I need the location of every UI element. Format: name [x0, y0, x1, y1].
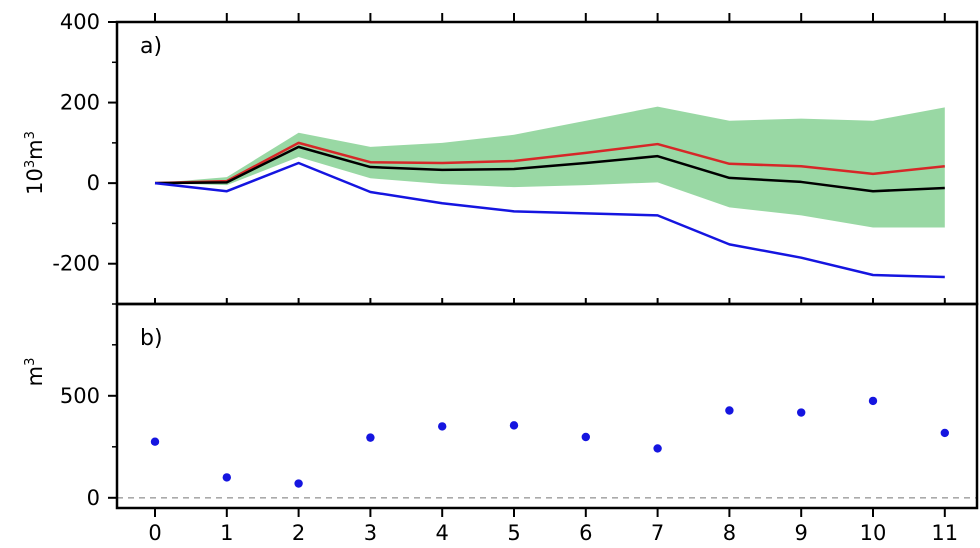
scatter-point — [438, 422, 447, 431]
series-line-1 — [154, 145, 945, 193]
scatter-point — [581, 432, 590, 442]
scatter-point — [294, 479, 303, 488]
xtick-label: 10 — [860, 521, 887, 545]
b-ytick-label: 0 — [87, 486, 100, 510]
scatter-point — [653, 444, 662, 453]
scatter-point — [509, 421, 519, 430]
x-axis: 0 1 2 3 4 5 6 7 8 9 10 11 — [148, 508, 958, 545]
series-line-0 — [154, 141, 945, 185]
panel-b: 500 0 b) m3 — [23, 298, 979, 510]
xtick-label: 4 — [436, 521, 449, 545]
xtick-label: 7 — [651, 521, 664, 545]
xtick-label: 9 — [795, 521, 808, 545]
panel-b-frame — [115, 302, 979, 510]
a-ytick-label: 200 — [60, 91, 100, 115]
scatter-point — [366, 433, 375, 442]
scatter-point — [222, 473, 231, 482]
scatter-point — [868, 396, 878, 406]
b-ytick-label: 500 — [60, 384, 100, 408]
a-ytick-label: 400 — [60, 10, 100, 34]
series-line-2 — [154, 161, 945, 279]
panel-a-ylabel: 103m3 — [23, 131, 47, 195]
xtick-label: 8 — [723, 521, 736, 545]
xtick-label: 5 — [507, 521, 520, 545]
panel-a: 400 200 0 -200 a) 103m3 — [23, 10, 979, 306]
xtick-label: 11 — [931, 521, 958, 545]
a-ytick-label: -200 — [52, 252, 100, 276]
panel-b-label: b) — [140, 326, 163, 351]
xtick-label: 6 — [579, 521, 592, 545]
scatter-point — [797, 408, 806, 417]
xtick-label: 2 — [292, 521, 305, 545]
a-ytick-label: 0 — [87, 171, 100, 195]
scatter-point — [725, 406, 734, 415]
panel-b-ylabel: m3 — [23, 358, 47, 387]
scatter-point — [940, 428, 949, 438]
panel-a-label: a) — [140, 34, 162, 59]
xtick-label: 3 — [364, 521, 377, 545]
xtick-label: 1 — [220, 521, 233, 545]
scatter-point — [150, 437, 160, 446]
xtick-label: 0 — [148, 521, 161, 545]
